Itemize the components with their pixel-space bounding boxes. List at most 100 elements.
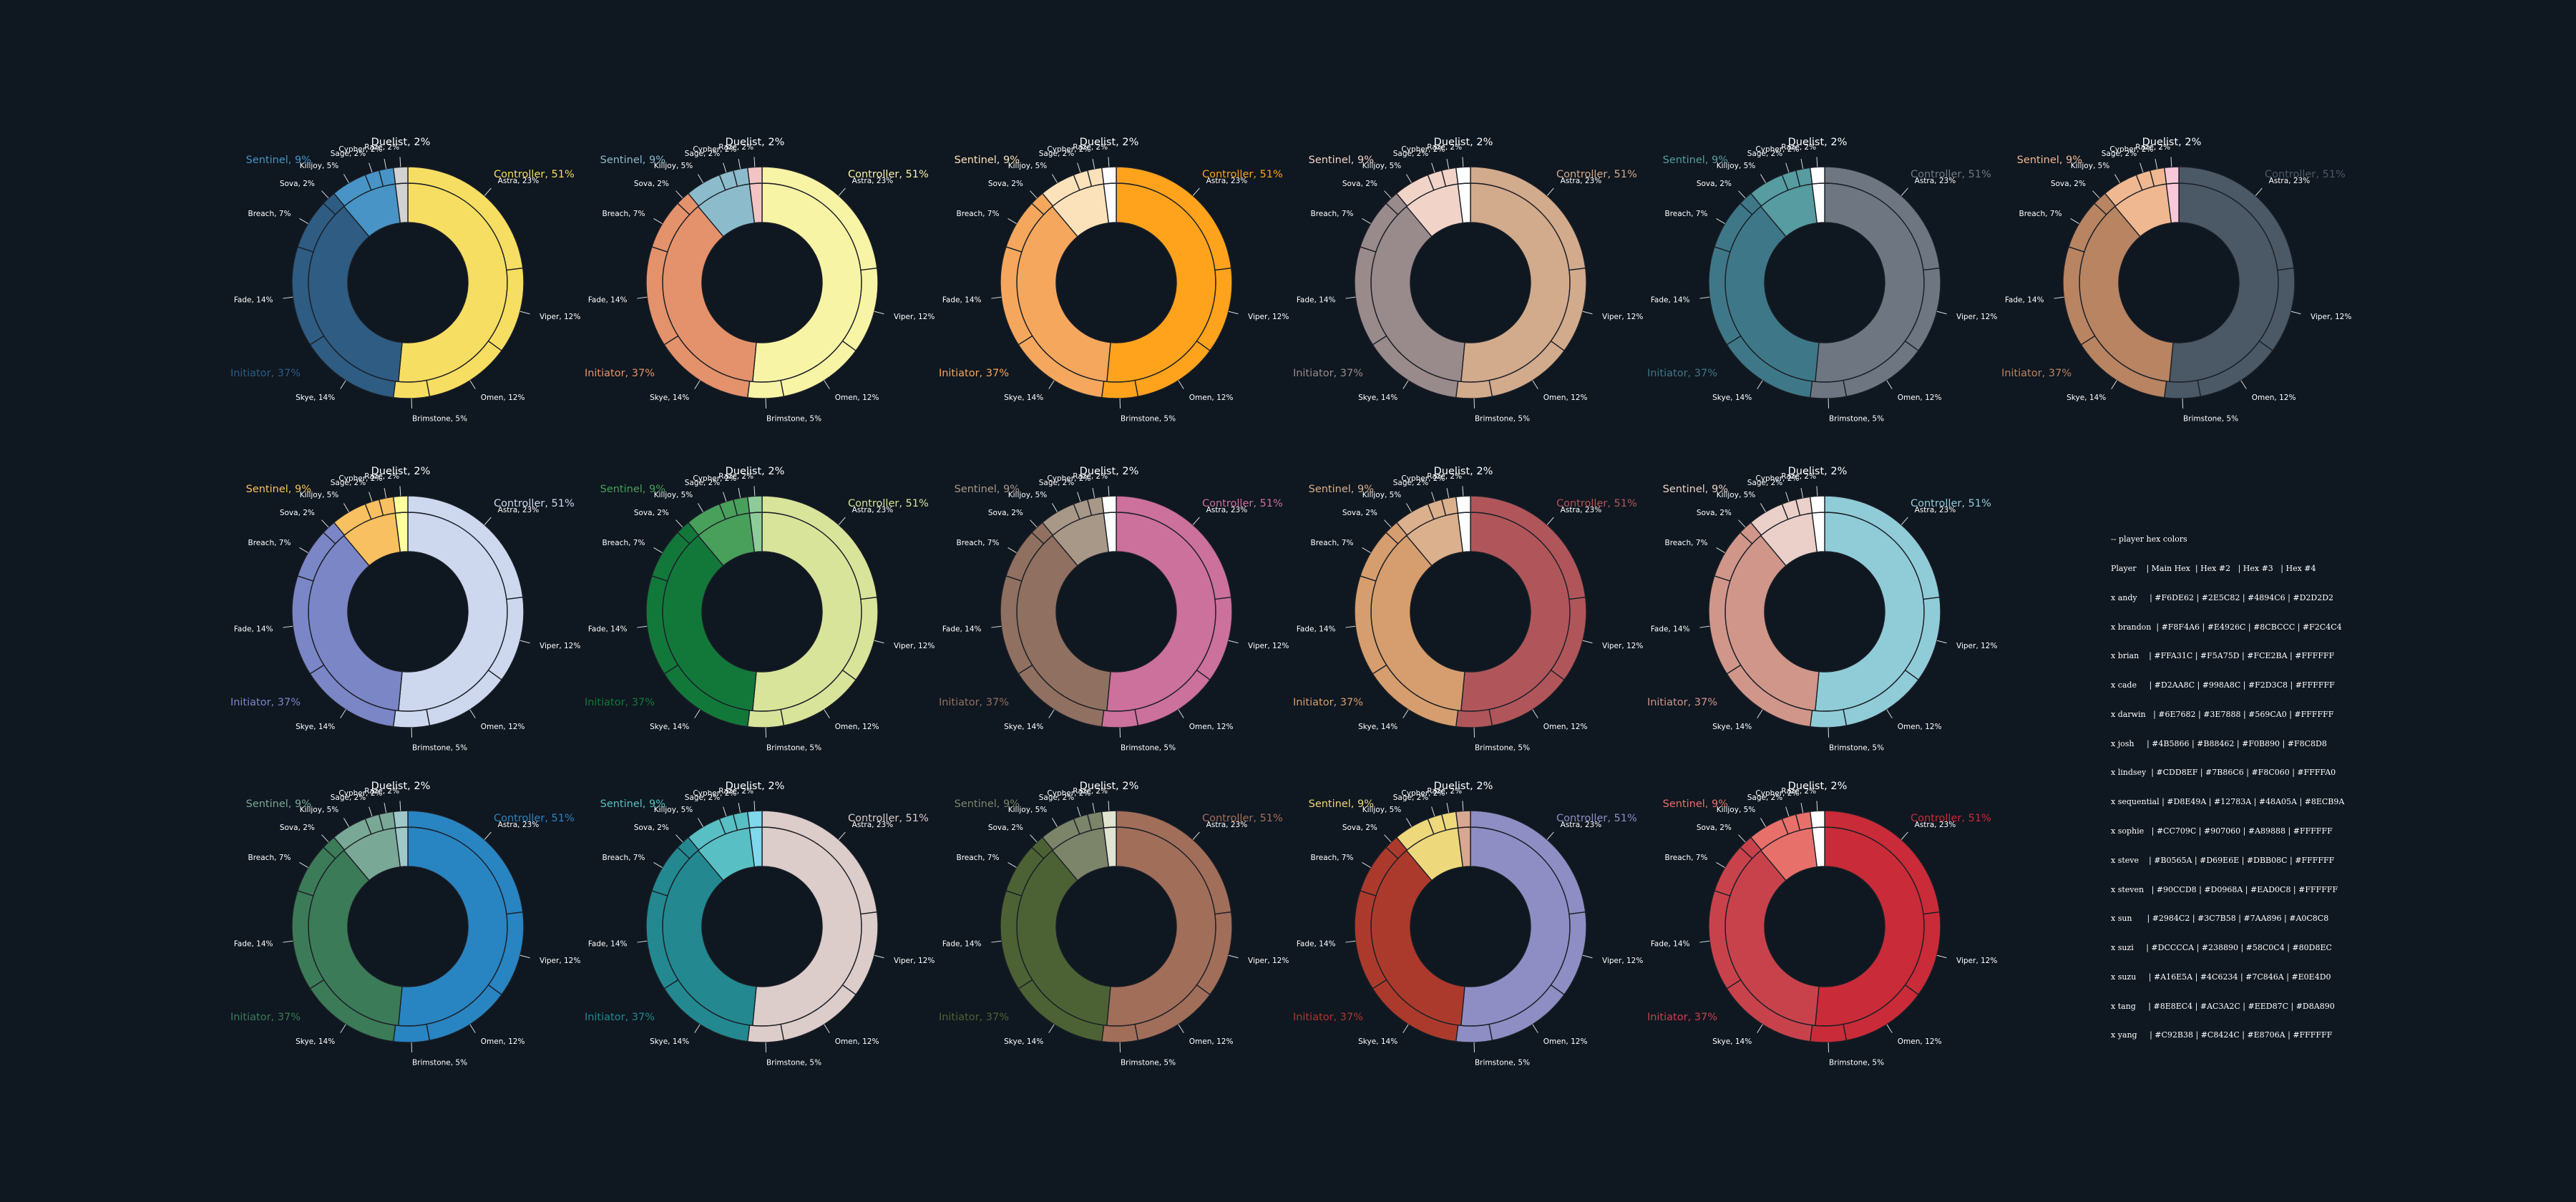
agent-leader-line	[1092, 803, 1096, 813]
role-label-sentinel: Sentinel, 9%	[955, 155, 1020, 166]
agent-label: Viper, 12%	[894, 957, 935, 965]
agent-leader-line	[1431, 492, 1435, 502]
palette-table-row: x josh | #4B5866 | #B88462 | #F0B890 | #…	[2111, 738, 2327, 748]
agent-label: Skye, 14%	[1358, 394, 1397, 402]
agent-slice-raze	[1455, 166, 1471, 185]
agent-label: Breach, 7%	[2019, 210, 2062, 218]
role-label-sentinel: Sentinel, 9%	[246, 155, 311, 166]
agent-leader-line	[675, 834, 683, 843]
role-label-controller: Controller, 51%	[494, 169, 575, 180]
agent-label: Viper, 12%	[2311, 313, 2351, 321]
agent-leader-line	[1816, 801, 1818, 811]
agent-label: Raze, 2%	[1073, 472, 1108, 481]
agent-leader-line	[1716, 861, 1725, 868]
agent-label: Astra, 23%	[1206, 177, 1248, 185]
agent-slice-raze	[746, 495, 763, 514]
agent-label: Viper, 12%	[540, 313, 580, 321]
agent-leader-line	[1051, 503, 1058, 512]
agent-label: Cypher, 2%	[693, 789, 736, 798]
agent-label: Viper, 12%	[1602, 313, 1643, 321]
agent-leader-line	[1446, 488, 1450, 498]
role-label-duelist: Duelist, 2%	[1080, 466, 1139, 477]
palette-table-row: x steve | #B0565A | #D69E6E | #DBB08C | …	[2111, 855, 2335, 865]
agent-label: Cypher, 2%	[338, 474, 382, 483]
role-label-initiator: Initiator, 37%	[585, 697, 655, 708]
agent-leader-line	[723, 162, 727, 173]
agent-label: Brimstone, 5%	[2183, 414, 2238, 423]
agent-label: Cypher, 2%	[1755, 145, 1799, 154]
agent-label: Killjoy, 5%	[300, 806, 339, 814]
agent-leader-line	[1030, 834, 1038, 843]
agent-label: Breach, 7%	[957, 539, 1000, 547]
agent-label: Cypher, 2%	[1401, 789, 1445, 798]
agent-label: Omen, 12%	[1189, 723, 1234, 731]
agent-label: Astra, 23%	[852, 177, 894, 185]
agent-label: Omen, 12%	[1898, 1037, 1942, 1046]
agent-leader-line	[1699, 625, 1710, 628]
role-label-initiator: Initiator, 37%	[1647, 697, 1717, 708]
agent-label: Sage, 2%	[1393, 479, 1429, 487]
role-label-controller: Controller, 51%	[494, 813, 575, 824]
role-label-sentinel: Sentinel, 9%	[2017, 155, 2082, 166]
role-label-controller: Controller, 51%	[494, 498, 575, 509]
agent-leader-line	[1532, 709, 1538, 718]
role-label-duelist: Duelist, 2%	[1434, 466, 1493, 477]
agent-leader-line	[469, 709, 476, 718]
agent-leader-line	[1431, 806, 1435, 817]
agent-label: Brimstone, 5%	[1121, 414, 1176, 423]
agent-leader-line	[519, 640, 530, 644]
agent-label: Cypher, 2%	[1401, 145, 1445, 154]
agent-slice-raze	[1809, 495, 1825, 514]
agent-slice-raze	[392, 495, 409, 514]
role-label-sentinel: Sentinel, 9%	[600, 798, 665, 810]
agent-label: Cypher, 2%	[693, 474, 736, 483]
donut-chart: Astra, 23% Viper, 12% Omen, 12% Brimstone, …	[230, 137, 580, 423]
agent-slice-brimstone	[392, 708, 431, 728]
agent-label: Brimstone, 5%	[412, 1058, 467, 1067]
role-label-duelist: Duelist, 2%	[1788, 466, 1848, 477]
agent-label: Astra, 23%	[1561, 506, 1602, 514]
agent-label: Fade, 14%	[1297, 625, 1336, 633]
role-label-initiator: Initiator, 37%	[1293, 1012, 1363, 1023]
agent-label: Skye, 14%	[296, 1037, 335, 1046]
role-label-controller: Controller, 51%	[848, 169, 929, 180]
agent-label: Omen, 12%	[1898, 723, 1942, 731]
agent-leader-line	[1816, 157, 1818, 167]
agent-label: Fade, 14%	[588, 295, 628, 304]
donut-chart: Astra, 23% Viper, 12% Omen, 12% Brimstone, …	[1647, 781, 1997, 1067]
agent-label: Breach, 7%	[1311, 539, 1354, 547]
agent-label: Viper, 12%	[540, 957, 580, 965]
agent-label: Omen, 12%	[481, 394, 525, 402]
agent-label: Raze, 2%	[2135, 143, 2170, 152]
palette-table-row: x lindsey | #CDD8EF | #7B86C6 | #F8C060 …	[2111, 768, 2336, 778]
agent-leader-line	[697, 174, 703, 183]
donut-chart: Astra, 23% Viper, 12% Omen, 12% Brimstone, …	[1647, 137, 1997, 423]
agent-label: Breach, 7%	[957, 854, 1000, 862]
agent-label: Killjoy, 5%	[1008, 491, 1048, 499]
agent-label: Brimstone, 5%	[766, 1058, 821, 1067]
agent-leader-line	[1192, 831, 1200, 840]
agent-label: Fade, 14%	[942, 625, 982, 633]
agent-label: Sage, 2%	[685, 479, 721, 487]
agent-slice-brimstone	[1455, 708, 1493, 728]
palette-table-row: x sophie | #CC709C | #907060 | #A89888 |…	[2111, 826, 2333, 836]
agent-leader-line	[1936, 954, 1947, 959]
agent-label: Killjoy, 5%	[1008, 806, 1048, 814]
agent-leader-line	[697, 818, 703, 827]
agent-leader-line	[753, 486, 756, 497]
agent-leader-line	[1760, 174, 1766, 183]
agent-leader-line	[1092, 488, 1096, 498]
agent-leader-line	[343, 503, 349, 512]
agent-label: Killjoy, 5%	[1008, 162, 1048, 170]
role-label-controller: Controller, 51%	[2265, 169, 2346, 180]
agent-leader-line	[384, 159, 387, 169]
agent-leader-line	[1178, 380, 1184, 389]
agent-leader-line	[1716, 547, 1725, 553]
agent-leader-line	[484, 831, 492, 840]
agent-leader-line	[1738, 519, 1746, 528]
palette-table-row: x tang | #8E8EC4 | #AC3A2C | #EED87C | #…	[2111, 1001, 2335, 1011]
agent-leader-line	[2114, 174, 2120, 183]
role-label-initiator: Initiator, 37%	[230, 697, 301, 708]
agent-label: Omen, 12%	[481, 723, 525, 731]
